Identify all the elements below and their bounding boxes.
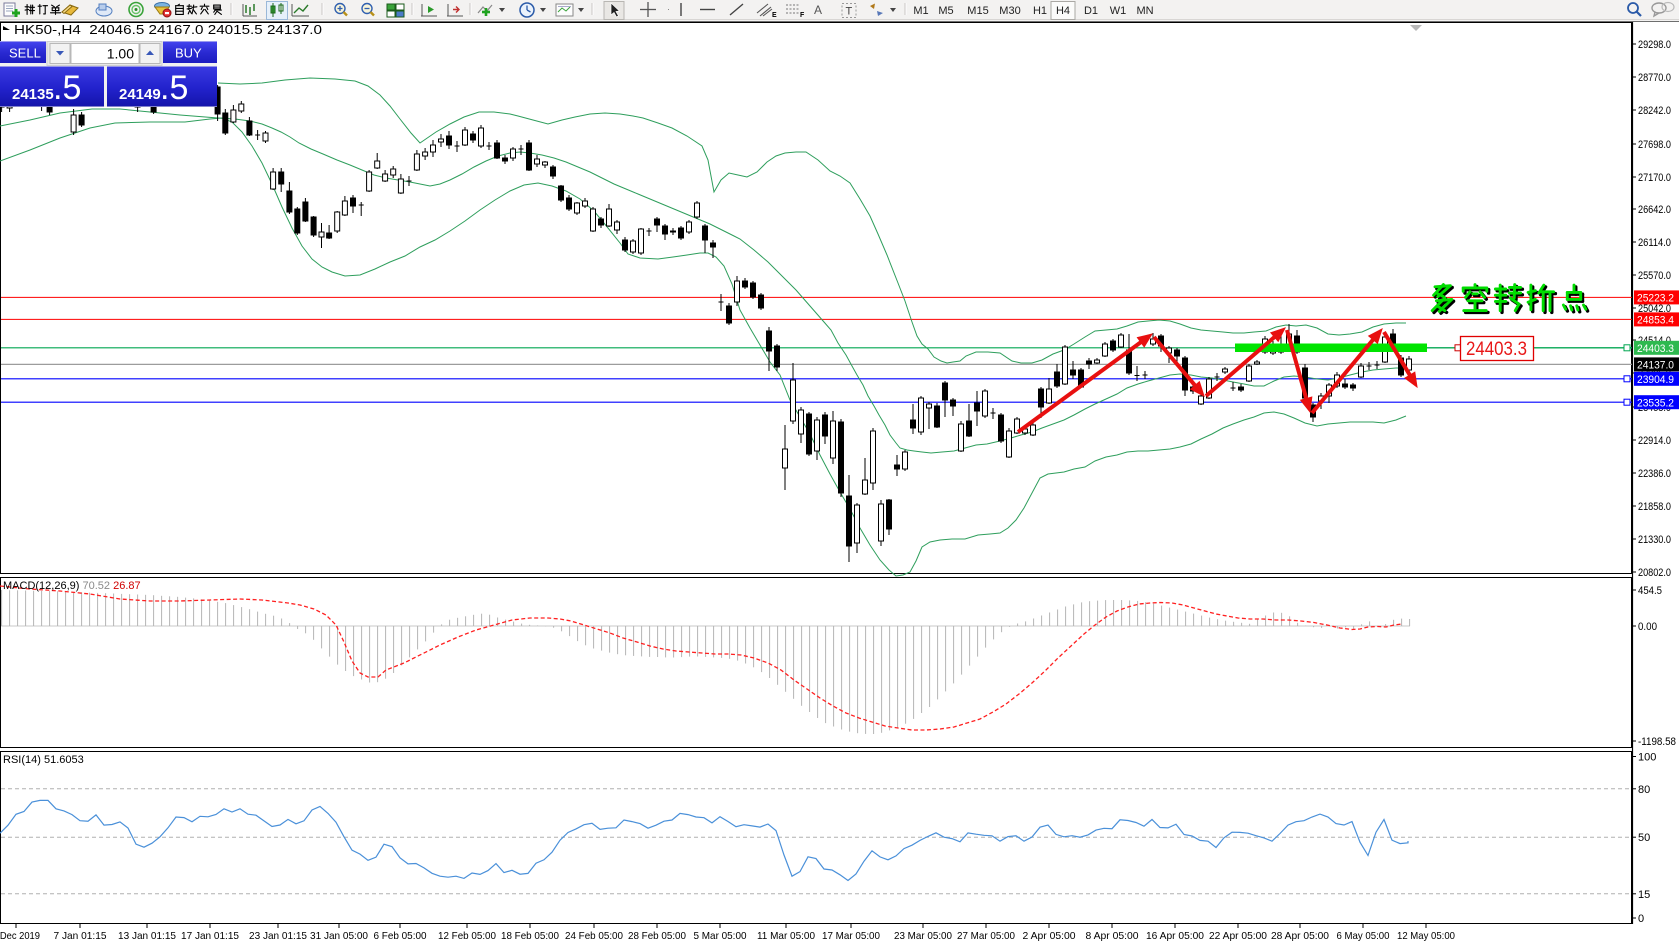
svg-text:22386.0: 22386.0	[1638, 468, 1671, 480]
svg-text:13 Jan 01:15: 13 Jan 01:15	[118, 930, 176, 942]
svg-text:HK50-,H4 24046.5 24167.0 2401: HK50-,H4 24046.5 24167.0 24015.5 24137.0	[14, 23, 322, 37]
svg-text:12 May 05:00: 12 May 05:00	[1397, 930, 1455, 942]
svg-text:RSI(14) 51.6053: RSI(14) 51.6053	[3, 754, 84, 766]
svg-text:454.5: 454.5	[1638, 585, 1662, 597]
svg-text:15: 15	[1638, 889, 1650, 901]
svg-text:A: A	[814, 3, 822, 17]
svg-text:23904.9: 23904.9	[1637, 374, 1674, 386]
svg-text:24403.3: 24403.3	[1466, 339, 1527, 360]
svg-text:11 Mar 05:00: 11 Mar 05:00	[757, 930, 815, 942]
svg-text:22914.0: 22914.0	[1638, 435, 1671, 447]
svg-text:8 Apr 05:00: 8 Apr 05:00	[1086, 930, 1139, 942]
svg-text:0: 0	[1638, 913, 1644, 925]
svg-text:22 Apr 05:00: 22 Apr 05:00	[1209, 930, 1267, 942]
svg-text:F: F	[800, 12, 805, 19]
svg-text:M1: M1	[913, 5, 928, 17]
svg-text:6 May 05:00: 6 May 05:00	[1337, 930, 1390, 942]
svg-text:-1198.58: -1198.58	[1638, 736, 1676, 748]
svg-text:12 Feb 05:00: 12 Feb 05:00	[438, 930, 496, 942]
svg-text:16 Apr 05:00: 16 Apr 05:00	[1146, 930, 1204, 942]
svg-text:27698.0: 27698.0	[1638, 139, 1671, 151]
svg-text:H4: H4	[1056, 5, 1070, 17]
svg-text:M15: M15	[967, 5, 988, 17]
svg-text:T: T	[846, 6, 853, 18]
svg-text:27 Mar 05:00: 27 Mar 05:00	[957, 930, 1015, 942]
svg-text:E: E	[772, 12, 777, 19]
svg-text:26114.0: 26114.0	[1638, 237, 1671, 249]
svg-text:6 Feb 05:00: 6 Feb 05:00	[374, 930, 427, 942]
svg-text:100: 100	[1638, 752, 1656, 764]
svg-text:23 Mar 05:00: 23 Mar 05:00	[894, 930, 952, 942]
svg-text:28770.0: 28770.0	[1638, 72, 1671, 84]
svg-text:2 Apr 05:00: 2 Apr 05:00	[1023, 930, 1076, 942]
svg-text:BUY: BUY	[175, 46, 202, 61]
svg-text:W1: W1	[1110, 5, 1127, 17]
svg-text:18 Feb 05:00: 18 Feb 05:00	[501, 930, 559, 942]
svg-text:SELL: SELL	[9, 46, 41, 61]
svg-text:0.00: 0.00	[1638, 621, 1657, 633]
svg-text:5 Mar 05:00: 5 Mar 05:00	[694, 930, 747, 942]
svg-text:21330.0: 21330.0	[1638, 534, 1671, 546]
svg-text:25223.2: 25223.2	[1637, 293, 1674, 305]
svg-text:D1: D1	[1084, 5, 1098, 17]
svg-text:.5: .5	[53, 69, 81, 107]
svg-text:24403.3: 24403.3	[1637, 343, 1674, 355]
svg-text:0 Dec 2019: 0 Dec 2019	[0, 930, 40, 942]
svg-text:50: 50	[1638, 832, 1650, 844]
svg-text:7 Jan 01:15: 7 Jan 01:15	[54, 930, 107, 942]
svg-text:29298.0: 29298.0	[1638, 39, 1671, 51]
svg-text:M5: M5	[938, 5, 953, 17]
svg-text:25042.0: 25042.0	[1638, 303, 1671, 315]
svg-text:24135: 24135	[12, 86, 54, 103]
svg-text:28 Apr 05:00: 28 Apr 05:00	[1271, 930, 1329, 942]
svg-text:17 Mar 05:00: 17 Mar 05:00	[822, 930, 880, 942]
svg-text:1.00: 1.00	[107, 46, 134, 62]
svg-text:26642.0: 26642.0	[1638, 204, 1671, 216]
svg-text:21858.0: 21858.0	[1638, 501, 1671, 513]
svg-text:M30: M30	[999, 5, 1020, 17]
svg-text:17 Jan 01:15: 17 Jan 01:15	[181, 930, 239, 942]
svg-text:24137.0: 24137.0	[1637, 360, 1674, 372]
svg-text:.5: .5	[160, 69, 188, 107]
svg-text:24853.4: 24853.4	[1637, 315, 1674, 327]
svg-text:MACD(12,26,9) 70.52 26.87: MACD(12,26,9) 70.52 26.87	[3, 580, 141, 592]
svg-text:24149: 24149	[119, 86, 161, 103]
svg-text:20802.0: 20802.0	[1638, 567, 1671, 579]
svg-text:28 Feb 05:00: 28 Feb 05:00	[628, 930, 686, 942]
svg-text:27170.0: 27170.0	[1638, 172, 1671, 184]
svg-text:25570.0: 25570.0	[1638, 270, 1671, 282]
svg-text:24 Feb 05:00: 24 Feb 05:00	[565, 930, 623, 942]
svg-text:23535.2: 23535.2	[1637, 397, 1674, 409]
svg-text:23 Jan 01:15: 23 Jan 01:15	[249, 930, 307, 942]
svg-text:28242.0: 28242.0	[1638, 105, 1671, 117]
svg-text:80: 80	[1638, 784, 1650, 796]
svg-text:MN: MN	[1136, 5, 1153, 17]
svg-text:H1: H1	[1033, 5, 1047, 17]
svg-text:31 Jan 05:00: 31 Jan 05:00	[310, 930, 368, 942]
